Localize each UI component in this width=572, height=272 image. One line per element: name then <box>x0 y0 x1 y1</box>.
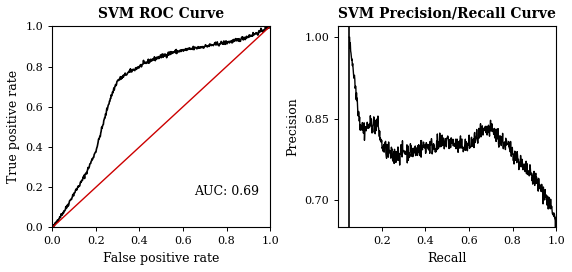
Title: SVM ROC Curve: SVM ROC Curve <box>98 7 224 21</box>
X-axis label: Recall: Recall <box>428 252 467 265</box>
Y-axis label: True positive rate: True positive rate <box>7 70 20 183</box>
Title: SVM Precision/Recall Curve: SVM Precision/Recall Curve <box>338 7 556 21</box>
Text: AUC: 0.69: AUC: 0.69 <box>194 185 259 198</box>
Y-axis label: Precision: Precision <box>286 97 299 156</box>
X-axis label: False positive rate: False positive rate <box>103 252 220 265</box>
